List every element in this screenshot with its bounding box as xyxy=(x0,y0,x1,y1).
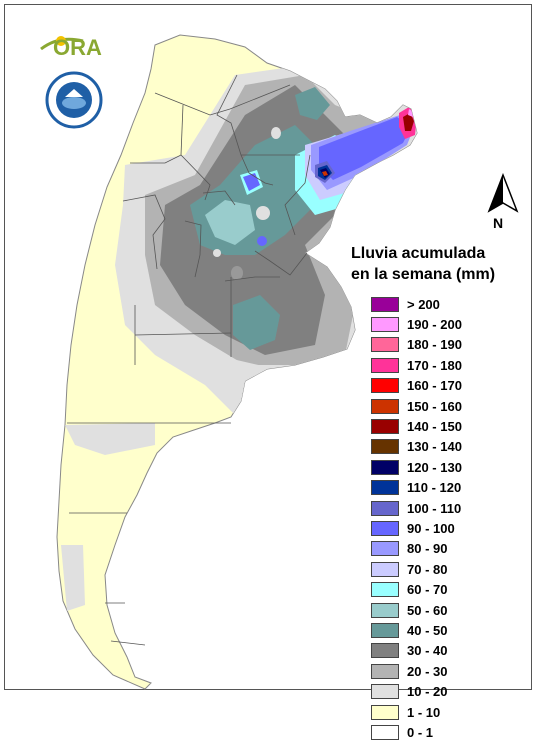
legend-item: 0 - 1 xyxy=(371,722,462,742)
zone-south-gray-2 xyxy=(61,545,85,611)
legend-label: 90 - 100 xyxy=(407,520,455,536)
legend-title: Lluvia acumulada en la semana (mm) xyxy=(351,243,531,285)
legend-swatch xyxy=(371,337,399,353)
legend-label: 20 - 30 xyxy=(407,663,448,679)
legend-swatch xyxy=(371,357,399,373)
legend-item: 30 - 40 xyxy=(371,641,462,661)
ministry-seal-logo xyxy=(45,71,103,129)
legend-swatch xyxy=(371,459,399,475)
legend-label: 170 - 180 xyxy=(407,357,462,373)
legend-swatch xyxy=(371,480,399,496)
spot-dark-1 xyxy=(231,266,243,280)
north-label: N xyxy=(493,215,504,231)
legend-item: 160 - 170 xyxy=(371,376,462,396)
spot-light-2 xyxy=(256,206,270,220)
legend-item: > 200 xyxy=(371,294,462,314)
ora-logo: ORA xyxy=(40,35,102,60)
legend-label: 70 - 80 xyxy=(407,561,448,577)
map-frame: ORA N Lluvia acumulada en la semana (mm)… xyxy=(4,4,532,740)
legend-label: 0 - 1 xyxy=(407,724,434,740)
legend-swatch xyxy=(371,541,399,557)
zone-50-60 xyxy=(205,200,255,245)
legend-item: 140 - 150 xyxy=(371,416,462,436)
legend-label: 130 - 140 xyxy=(407,439,462,455)
zone-40-50-north xyxy=(295,87,330,120)
precipitation-map xyxy=(56,34,418,690)
legend-label: 50 - 60 xyxy=(407,602,448,618)
legend-label: 190 - 200 xyxy=(407,317,462,333)
legend-swatch xyxy=(371,296,399,312)
legend-title-line2: en la semana (mm) xyxy=(351,266,496,283)
province-borders xyxy=(67,74,311,646)
legend-swatch xyxy=(371,439,399,455)
spot-light-4 xyxy=(213,249,221,257)
north-arrow-icon xyxy=(487,173,519,213)
legend-item: 180 - 190 xyxy=(371,335,462,355)
legend-swatch xyxy=(371,622,399,638)
legend-item: 190 - 200 xyxy=(371,314,462,334)
legend-item: 70 - 80 xyxy=(371,559,462,579)
legend-swatch xyxy=(371,602,399,618)
legend-swatch xyxy=(371,704,399,720)
legend-item: 110 - 120 xyxy=(371,478,462,498)
legend-item: 100 - 110 xyxy=(371,498,462,518)
legend-item: 20 - 30 xyxy=(371,661,462,681)
legend-swatch xyxy=(371,520,399,536)
zone-misiones-140 xyxy=(403,113,414,131)
legend-swatch xyxy=(371,561,399,577)
legend-swatch xyxy=(371,378,399,394)
legend-swatch xyxy=(371,684,399,700)
sun-icon xyxy=(56,36,66,46)
rainfall-zones xyxy=(61,65,417,611)
legend-item: 60 - 70 xyxy=(371,579,462,599)
legend-item: 90 - 100 xyxy=(371,518,462,538)
legend-item: 10 - 20 xyxy=(371,681,462,701)
legend-label: 180 - 190 xyxy=(407,337,462,353)
legend-item: 130 - 140 xyxy=(371,437,462,457)
zone-150-160 xyxy=(322,171,328,176)
legend-label: 150 - 160 xyxy=(407,398,462,414)
legend-label: 30 - 40 xyxy=(407,643,448,659)
legend-label: 10 - 20 xyxy=(407,684,448,700)
spot-light-1 xyxy=(271,127,281,139)
legend-label: 80 - 90 xyxy=(407,541,448,557)
legend-item: 1 - 10 xyxy=(371,702,462,722)
legend-item: 150 - 160 xyxy=(371,396,462,416)
legend-swatch xyxy=(371,500,399,516)
legend-label: 140 - 150 xyxy=(407,419,462,435)
zone-south-gray xyxy=(65,423,155,455)
legend-title-line1: Lluvia acumulada xyxy=(351,245,486,262)
spot-blue-1 xyxy=(257,236,267,246)
legend-label: 160 - 170 xyxy=(407,378,462,394)
legend-label: 40 - 50 xyxy=(407,622,448,638)
legend: > 200 190 - 200 180 - 190 170 - 180 160 - 17… xyxy=(371,294,462,743)
ora-logo-text: ORA xyxy=(53,35,102,60)
legend-swatch xyxy=(371,643,399,659)
legend-item: 170 - 180 xyxy=(371,355,462,375)
legend-item: 80 - 90 xyxy=(371,539,462,559)
legend-label: > 200 xyxy=(407,296,440,312)
legend-swatch xyxy=(371,724,399,740)
legend-label: 60 - 70 xyxy=(407,582,448,598)
spot-light-3 xyxy=(131,216,139,226)
legend-swatch xyxy=(371,419,399,435)
zone-90-100 xyxy=(319,117,411,180)
legend-swatch xyxy=(371,663,399,679)
legend-swatch xyxy=(371,398,399,414)
legend-item: 50 - 60 xyxy=(371,600,462,620)
legend-swatch xyxy=(371,317,399,333)
legend-item: 40 - 50 xyxy=(371,620,462,640)
legend-label: 120 - 130 xyxy=(407,459,462,475)
zone-40-50-south xyxy=(233,295,280,350)
legend-label: 100 - 110 xyxy=(407,500,462,516)
legend-label: 1 - 10 xyxy=(407,704,441,720)
legend-item: 120 - 130 xyxy=(371,457,462,477)
legend-label: 110 - 120 xyxy=(407,480,462,496)
legend-swatch xyxy=(371,582,399,598)
